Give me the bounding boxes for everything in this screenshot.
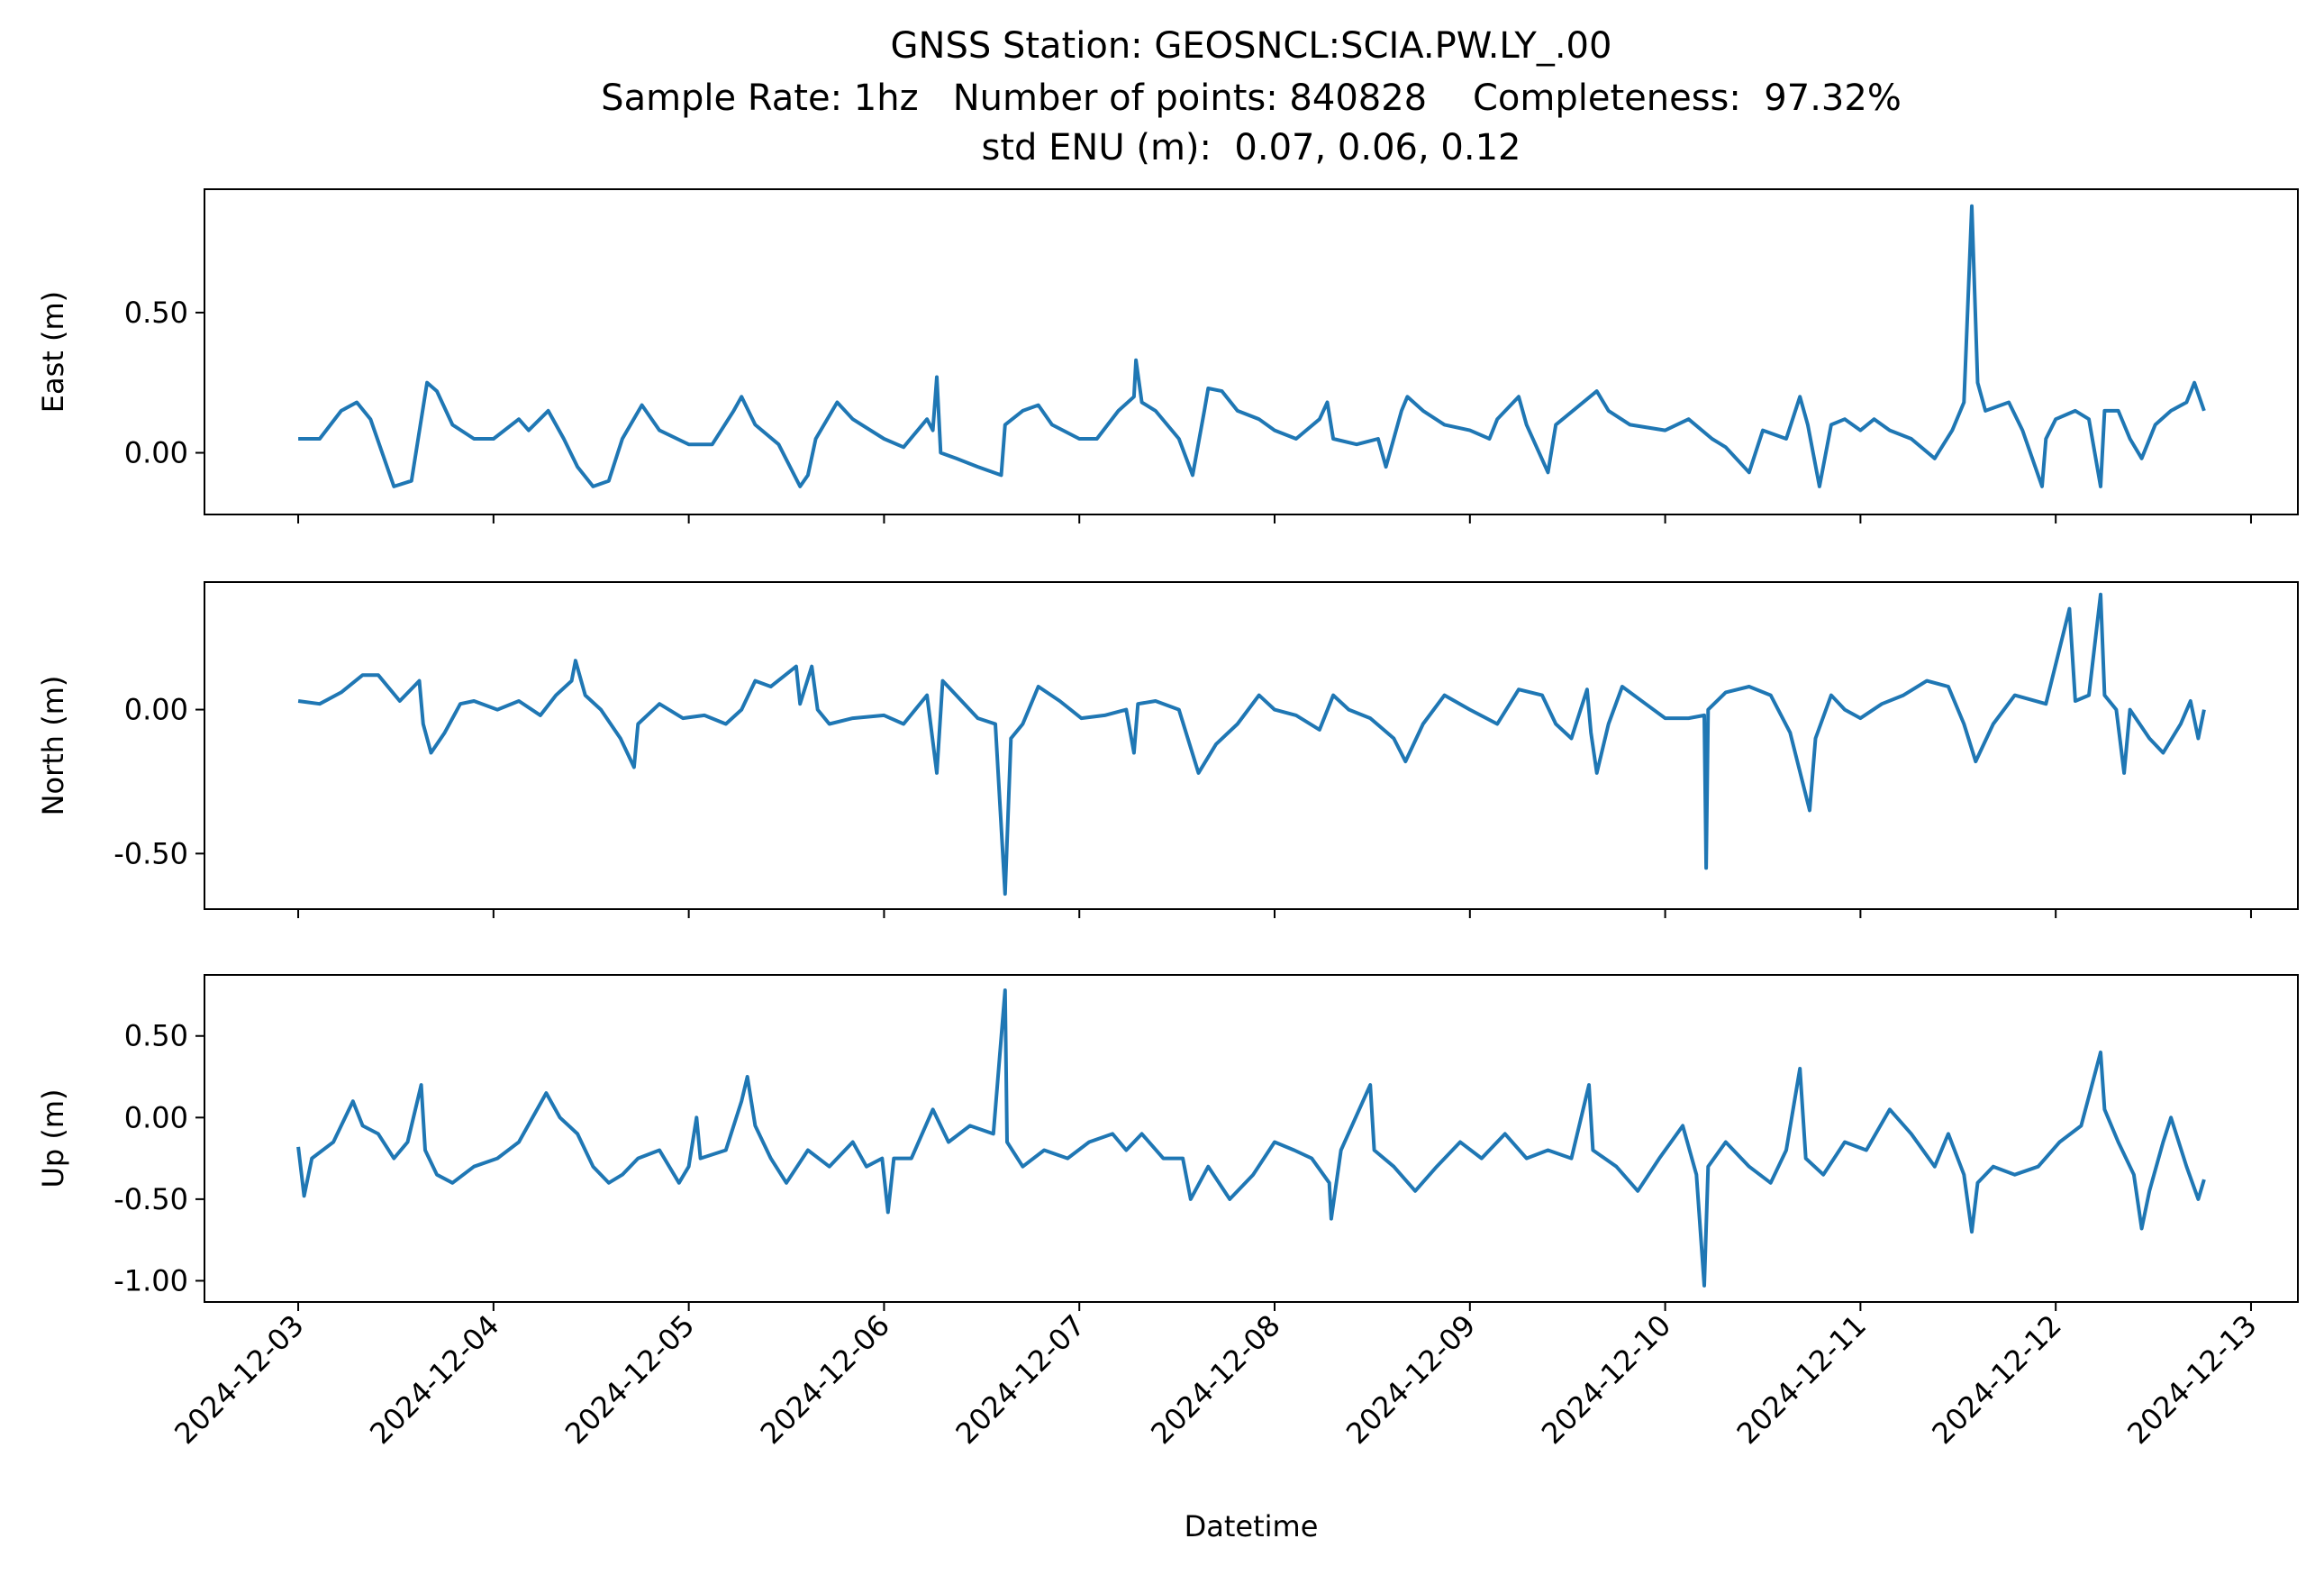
- y-tick-label: 0.00: [124, 1100, 188, 1134]
- chart-title: GNSS Station: GEOSNCL:SCIA.PW.LY_.00: [891, 25, 1612, 67]
- y-axis-label: East (m): [36, 291, 70, 413]
- data-line: [298, 204, 2206, 488]
- y-tick-label: -1.00: [113, 1263, 188, 1297]
- chart-subtitle: std ENU (m): 0.07, 0.06, 0.12: [982, 127, 1521, 168]
- y-tick-label: 0.50: [124, 1019, 188, 1053]
- y-axis-label: North (m): [36, 676, 70, 816]
- y-tick-label: -0.50: [113, 836, 188, 870]
- data-line: [296, 988, 2206, 1288]
- y-axis-label: Up (m): [36, 1088, 70, 1188]
- plot-frame: [204, 581, 2299, 910]
- y-tick-label: 0.00: [124, 693, 188, 727]
- chart-subtitle: Sample Rate: 1hz Number of points: 84082…: [601, 77, 1902, 119]
- y-tick-label: 0.50: [124, 296, 188, 330]
- data-line: [297, 592, 2206, 897]
- plot-frame: [204, 974, 2299, 1303]
- y-tick-label: 0.00: [124, 436, 188, 470]
- plot-frame: [204, 188, 2299, 515]
- x-axis-label: Datetime: [1185, 1509, 1319, 1543]
- y-tick-label: -0.50: [113, 1182, 188, 1216]
